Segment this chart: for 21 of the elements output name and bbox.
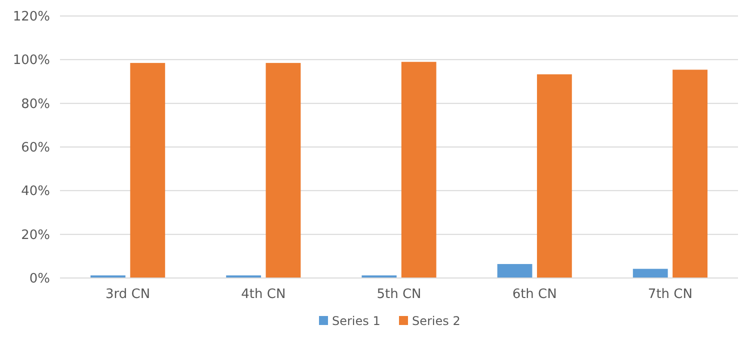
- x-tick-label: 3rd CN: [106, 287, 150, 302]
- y-tick-label: 100%: [12, 53, 50, 68]
- x-tick-label: 6th CN: [512, 287, 557, 302]
- bar: [266, 62, 301, 278]
- y-tick-label: 120%: [12, 10, 50, 25]
- y-tick-label: 40%: [21, 184, 50, 200]
- bar: [497, 264, 532, 278]
- y-tick-label: 60%: [21, 140, 50, 156]
- x-tick-label: 5th CN: [376, 287, 422, 302]
- bar: [632, 268, 668, 278]
- y-tick-label: 20%: [21, 228, 50, 243]
- y-tick-label: 80%: [21, 96, 50, 112]
- y-tick-label: 0%: [29, 272, 50, 287]
- x-tick-label: 7th CN: [648, 287, 692, 302]
- bar: [401, 62, 436, 278]
- legend-label: Series 2: [412, 314, 460, 328]
- bar: [672, 70, 708, 278]
- bar: [130, 62, 166, 278]
- legend-label: Series 1: [332, 314, 380, 328]
- bar: [536, 74, 572, 278]
- x-tick-label: 4th CN: [241, 287, 286, 302]
